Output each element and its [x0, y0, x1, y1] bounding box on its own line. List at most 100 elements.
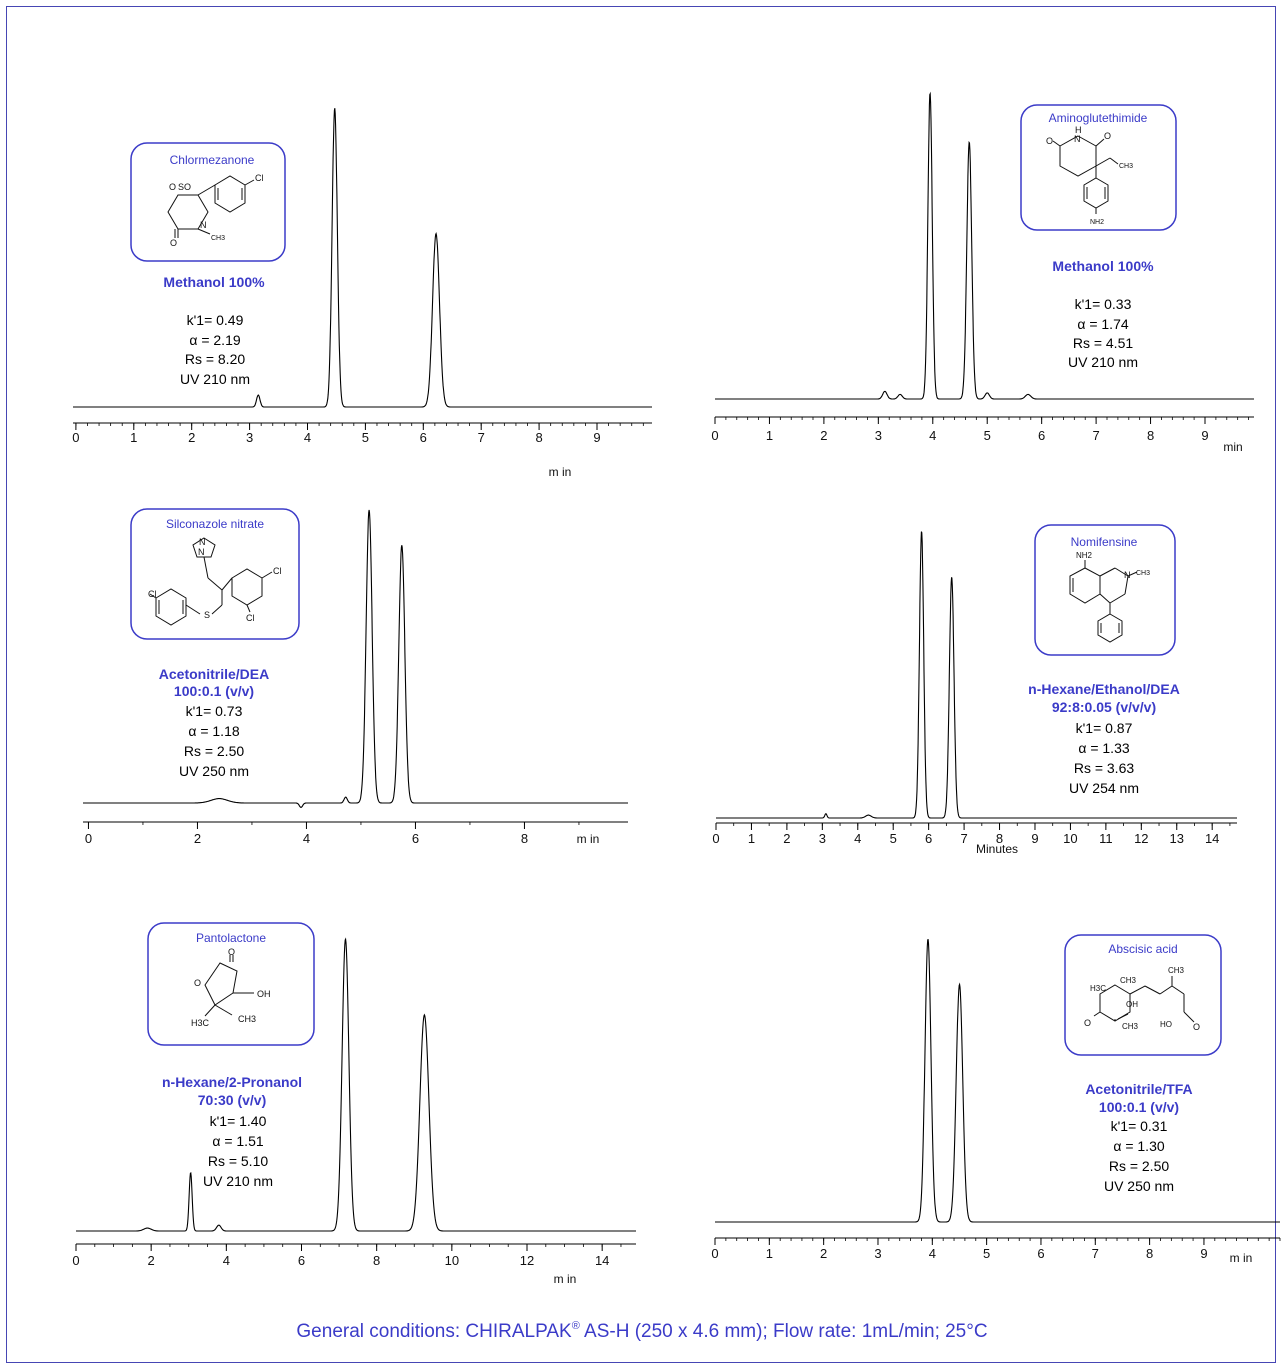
tick-label: 2 — [188, 430, 195, 445]
tick-label: 4 — [929, 428, 936, 443]
tick-label: 6 — [412, 831, 419, 846]
condition-alpha: α = 2.19 — [189, 332, 241, 348]
tick-label: 3 — [246, 430, 253, 445]
tick-label: 4 — [854, 831, 861, 846]
condition-rs: Rs = 2.50 — [184, 743, 245, 759]
compound-box — [1034, 524, 1176, 656]
svg-text:O: O — [1046, 136, 1053, 146]
condition-uv: UV 210 nm — [203, 1173, 273, 1189]
tick-label: 9 — [1031, 831, 1038, 846]
tick-label: 2 — [148, 1253, 155, 1268]
tick-label: 10 — [1063, 831, 1077, 846]
condition-alpha: α = 1.18 — [188, 723, 240, 739]
condition-rs: Rs = 5.10 — [208, 1153, 269, 1169]
svg-text:H3C: H3C — [1090, 984, 1106, 993]
panel-silconazole: Silconazole nitrate N N Cl Cl S Cl Aceto… — [83, 508, 628, 846]
tick-label: 14 — [1205, 831, 1219, 846]
eluent-line-1: Acetonitrile/TFA — [1085, 1081, 1192, 1097]
x-axis-label: m in — [554, 1272, 577, 1286]
tick-label: 1 — [748, 831, 755, 846]
compound-name: Chlormezanone — [170, 153, 255, 167]
tick-label: 8 — [521, 831, 528, 846]
trace-line — [73, 108, 652, 408]
tick-label: 4 — [303, 831, 310, 846]
svg-text:NH2: NH2 — [1076, 551, 1093, 560]
condition-k: k'1= 0.87 — [1076, 720, 1133, 736]
trace-line — [715, 938, 1280, 1223]
svg-text:S: S — [178, 182, 184, 192]
tick-label: 14 — [595, 1253, 609, 1268]
svg-text:Cl: Cl — [148, 589, 157, 599]
svg-text:N: N — [1074, 134, 1081, 144]
condition-alpha: α = 1.30 — [1113, 1138, 1165, 1154]
svg-text:CH3: CH3 — [1119, 163, 1133, 170]
svg-text:CH3: CH3 — [238, 1014, 256, 1024]
compound-name: Pantolactone — [196, 931, 266, 945]
svg-text:O: O — [1193, 1022, 1200, 1032]
structure-silconazole — [149, 537, 273, 626]
footer-conditions: General conditions: CHIRALPAK® AS-H (250… — [296, 1320, 987, 1342]
tick-label: 5 — [984, 428, 991, 443]
eluent-line-1: n-Hexane/2-Pronanol — [162, 1074, 302, 1090]
trace-line — [76, 937, 636, 1232]
tick-label: 2 — [820, 428, 827, 443]
tick-label: 1 — [766, 428, 773, 443]
structure-nomifensine — [1069, 560, 1138, 643]
tick-label: 12 — [520, 1253, 534, 1268]
eluent-line-1: Methanol 100% — [163, 274, 265, 290]
compound-name: Nomifensine — [1071, 535, 1138, 549]
tick-label: 6 — [925, 831, 932, 846]
tick-label: 0 — [72, 430, 79, 445]
svg-text:HO: HO — [1160, 1020, 1172, 1029]
svg-text:O: O — [170, 238, 177, 248]
tick-label: 4 — [223, 1253, 230, 1268]
trace-line — [83, 509, 628, 808]
eluent-line-2: 70:30 (v/v) — [198, 1092, 266, 1108]
chromatogram-chlormezanone: 0 1 2 3 4 5 6 7 8 9 m in — [72, 108, 652, 479]
chromatogram-pantolactone: 0 2 4 6 8 10 12 14 m in — [72, 937, 636, 1286]
tick-label: 13 — [1170, 831, 1184, 846]
panel-abscisic-acid: Abscisic acid H3C CH3 CH3 OH O CH3 HO O … — [711, 934, 1281, 1265]
tick-label: 0 — [711, 1246, 718, 1261]
x-axis-label: m in — [577, 832, 600, 846]
tick-label: 8 — [996, 831, 1003, 846]
trace-line — [716, 531, 1237, 819]
svg-text:CH3: CH3 — [1122, 1022, 1139, 1031]
svg-text:S: S — [204, 610, 210, 620]
svg-text:CH3: CH3 — [1168, 966, 1185, 975]
condition-rs: Rs = 4.51 — [1073, 335, 1134, 351]
tick-label: 7 — [478, 430, 485, 445]
svg-text:CH3: CH3 — [1136, 570, 1150, 577]
svg-text:Cl: Cl — [255, 173, 264, 183]
structure-abscisic-acid — [1093, 976, 1195, 1023]
compound-box — [1064, 934, 1222, 1056]
tick-label: 7 — [1092, 428, 1099, 443]
tick-label: 0 — [72, 1253, 79, 1268]
tick-label: 6 — [1037, 1246, 1044, 1261]
tick-label: 8 — [1147, 428, 1154, 443]
x-axis-label: m in — [549, 465, 572, 479]
svg-text:O: O — [169, 182, 176, 192]
condition-k: k'1= 1.40 — [210, 1113, 267, 1129]
tick-label: 0 — [85, 831, 92, 846]
panel-nomifensine: Nomifensine NH2 N CH3 n-Hexane/Ethanol/D… — [712, 524, 1237, 856]
condition-alpha: α = 1.51 — [212, 1133, 264, 1149]
condition-uv: UV 250 nm — [1104, 1178, 1174, 1194]
tick-label: 4 — [929, 1246, 936, 1261]
panel-chlormezanone: Chlormezanone Cl O S O N O CH3 Methanol … — [72, 108, 652, 479]
tick-label: 7 — [960, 831, 967, 846]
svg-text:CH3: CH3 — [1120, 976, 1137, 985]
tick-label: 8 — [535, 430, 542, 445]
tick-label: 5 — [362, 430, 369, 445]
eluent-line-1: n-Hexane/Ethanol/DEA — [1028, 681, 1180, 697]
tick-label: 4 — [304, 430, 311, 445]
eluent-line-2: 100:0.1 (v/v) — [1099, 1099, 1179, 1115]
condition-rs: Rs = 2.50 — [1109, 1158, 1170, 1174]
eluent-line-2: 100:0.1 (v/v) — [174, 683, 254, 699]
svg-text:Cl: Cl — [273, 566, 282, 576]
panel-pantolactone: Pantolactone O O OH H3C CH3 n-Hexane/2-P… — [72, 922, 636, 1286]
tick-label: 10 — [445, 1253, 459, 1268]
condition-uv: UV 250 nm — [179, 763, 249, 779]
